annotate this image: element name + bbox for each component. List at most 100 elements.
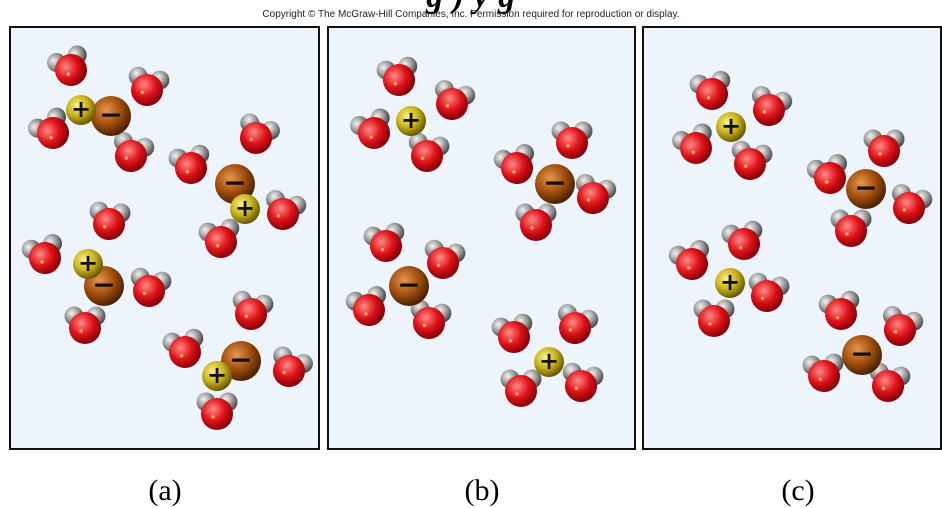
oxygen-atom — [868, 135, 900, 167]
oxygen-atom — [577, 182, 609, 214]
water-molecule — [672, 123, 712, 164]
water-molecule — [434, 80, 476, 120]
cation-ion: + — [396, 106, 426, 136]
water-molecule — [376, 56, 418, 96]
minus-sign: − — [99, 98, 122, 131]
water-molecule — [500, 369, 542, 407]
oxygen-atom — [520, 209, 552, 241]
oxygen-atom — [273, 355, 305, 387]
anion-ion: − — [389, 266, 429, 306]
copyright-notice: Copyright © The McGraw-Hill Companies, I… — [262, 9, 680, 20]
panel-c-hydrated-ions: + − + − — [642, 26, 942, 450]
oxygen-atom — [808, 360, 840, 392]
plus-sign: + — [401, 106, 421, 134]
oxygen-atom — [131, 74, 163, 106]
oxygen-atom — [115, 140, 147, 172]
water-molecule — [240, 113, 280, 154]
water-molecule — [515, 203, 557, 241]
water-molecule — [491, 313, 533, 353]
plus-sign: + — [78, 249, 98, 277]
oxygen-atom — [240, 122, 272, 154]
panel-b-hydrated-ions: + − − + — [327, 26, 636, 450]
oxygen-atom — [436, 88, 468, 120]
water-molecule — [168, 144, 210, 184]
oxygen-atom — [505, 375, 537, 407]
cropped-title: g ) y g — [0, 0, 942, 16]
water-molecule — [345, 286, 387, 326]
cation-ion: + — [715, 268, 745, 298]
oxygen-atom — [353, 294, 385, 326]
minus-sign: − — [397, 268, 420, 301]
water-molecule — [806, 154, 848, 194]
water-molecule — [89, 201, 131, 240]
water-molecule — [130, 267, 172, 307]
oxygen-atom — [201, 398, 233, 430]
oxygen-atom — [69, 312, 101, 344]
water-molecule — [47, 45, 87, 86]
water-molecule — [113, 132, 155, 172]
oxygen-atom — [175, 152, 207, 184]
oxygen-atom — [29, 242, 61, 274]
oxygen-atom — [872, 370, 904, 402]
oxygen-atom — [169, 336, 201, 368]
plus-sign: + — [720, 268, 740, 296]
panel-a-molecules: −+−+−+−+ — [21, 45, 313, 430]
water-molecule — [410, 299, 452, 339]
minus-sign: − — [850, 337, 873, 370]
water-molecule — [802, 353, 844, 392]
oxygen-atom — [427, 247, 459, 279]
oxygen-atom — [55, 54, 87, 86]
minus-sign: − — [543, 166, 566, 199]
water-molecule — [350, 108, 390, 149]
water-molecule — [830, 209, 872, 247]
oxygen-atom — [411, 140, 443, 172]
panel-a-ion-pairs: − + − + − + − + — [9, 26, 320, 450]
water-molecule — [128, 66, 170, 106]
oxygen-atom — [814, 162, 846, 194]
plus-sign: + — [235, 194, 255, 222]
oxygen-atom — [133, 275, 165, 307]
anion-ion: − — [535, 164, 575, 204]
water-molecule — [575, 174, 617, 214]
minus-sign: − — [92, 268, 115, 301]
oxygen-atom — [235, 298, 267, 330]
water-molecule — [668, 240, 710, 280]
minus-sign: − — [223, 166, 246, 199]
panel-b-label: (b) — [464, 474, 500, 507]
oxygen-atom — [498, 321, 530, 353]
panel-c-label: (c) — [781, 474, 815, 507]
oxygen-atom — [676, 248, 708, 280]
oxygen-atom — [205, 226, 237, 258]
panel-c-molecules: + − + − — [668, 70, 933, 402]
water-molecule — [196, 392, 238, 430]
water-molecule — [424, 239, 466, 279]
water-molecule — [748, 272, 790, 312]
water-molecule — [273, 346, 313, 387]
cation-ion: + — [534, 347, 564, 377]
water-molecule — [863, 129, 905, 167]
oxygen-atom — [680, 132, 712, 164]
oxygen-atom — [383, 64, 415, 96]
oxygen-atom — [556, 127, 588, 159]
oxygen-atom — [728, 228, 760, 260]
plus-sign: + — [721, 112, 741, 140]
anion-ion: − — [846, 169, 886, 209]
water-molecule — [731, 140, 773, 180]
oxygen-atom — [751, 280, 783, 312]
water-molecule — [493, 144, 535, 184]
oxygen-atom — [893, 192, 925, 224]
oxygen-atom — [267, 198, 299, 230]
oxygen-atom — [501, 152, 533, 184]
oxygen-atom — [835, 215, 867, 247]
plus-sign: + — [71, 95, 91, 123]
panel-a-label: (a) — [148, 474, 182, 507]
water-molecule — [562, 362, 604, 402]
water-molecule — [689, 70, 731, 110]
water-molecule — [64, 306, 106, 344]
water-molecule — [408, 132, 450, 172]
cation-ion: + — [716, 112, 746, 142]
plus-sign: + — [539, 347, 559, 375]
plus-sign: + — [207, 361, 227, 389]
oxygen-atom — [734, 148, 766, 180]
oxygen-atom — [884, 314, 916, 346]
